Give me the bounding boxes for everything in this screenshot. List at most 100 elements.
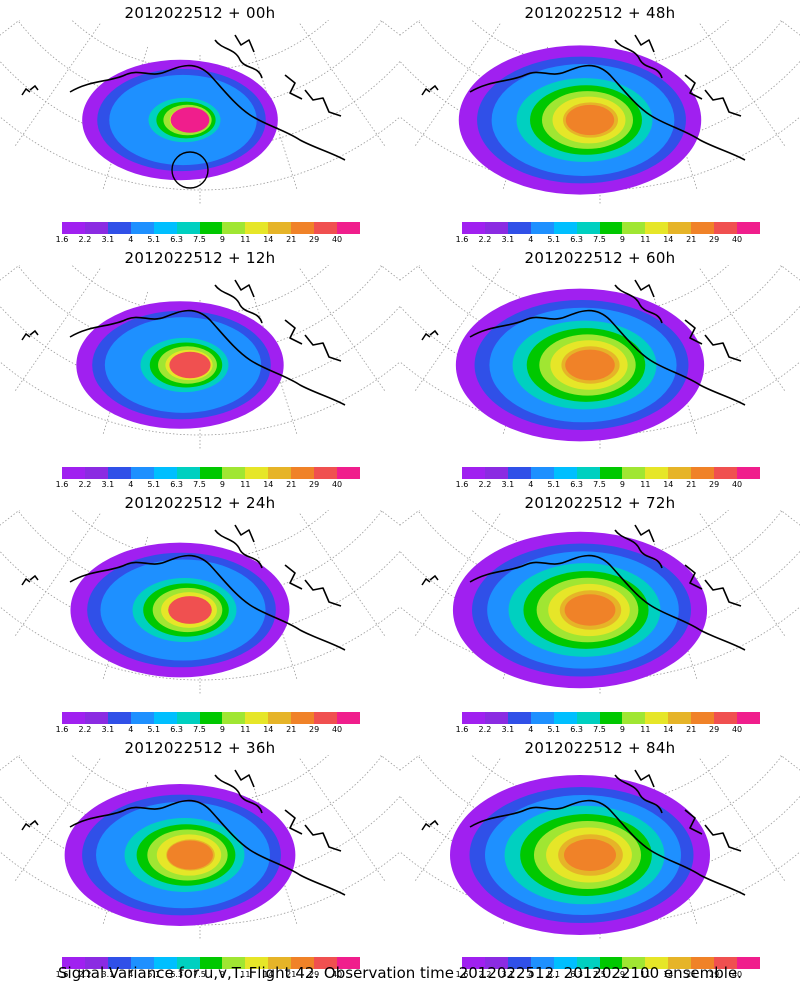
colorbar-segment bbox=[107, 467, 131, 479]
colorbar-segment bbox=[737, 957, 760, 969]
colorbar-segment bbox=[153, 222, 177, 234]
colorbar-label: 29 bbox=[309, 725, 320, 734]
observation-circle bbox=[171, 151, 209, 189]
colorbar-segment bbox=[691, 467, 715, 479]
colorbar-segment bbox=[484, 467, 508, 479]
map-panel: 2012022512 + 72h 1.6 2.2 3.1 4 5.1 6.3 7.5 9 11 14… bbox=[400, 490, 800, 735]
variance-field bbox=[82, 59, 278, 181]
colorbar-segment bbox=[668, 467, 692, 479]
panel-title: 2012022512 + 00h bbox=[124, 4, 276, 22]
colorbar-segment bbox=[62, 467, 85, 479]
colorbar-label: 5.1 bbox=[547, 725, 561, 734]
colorbar-segment bbox=[737, 222, 760, 234]
coastline bbox=[469, 279, 746, 406]
map-panel: 2012022512 + 36h 1.6 2.2 3.1 4 5.1 6.3 7.5 9 11 14… bbox=[0, 735, 400, 980]
colorbar-segment bbox=[553, 222, 577, 234]
colorbar-segment bbox=[530, 712, 554, 724]
colorbar-label: 5.1 bbox=[147, 970, 161, 979]
colorbar bbox=[62, 712, 360, 724]
colorbar-segment bbox=[107, 957, 131, 969]
colorbar-label: 14 bbox=[263, 235, 274, 244]
colorbar-segment bbox=[176, 222, 200, 234]
colorbar-label: 4 bbox=[528, 480, 534, 489]
colorbar-labels: 1.6 2.2 3.1 4 5.1 6.3 7.5 9 11 14 21 29 40 bbox=[56, 725, 360, 737]
colorbar-segment bbox=[337, 222, 360, 234]
polar-map bbox=[0, 755, 400, 940]
colorbar-segment bbox=[84, 467, 108, 479]
colorbar-segment bbox=[268, 712, 292, 724]
colorbar-segment bbox=[153, 957, 177, 969]
colorbar-label: 21 bbox=[686, 725, 697, 734]
colorbar-segment bbox=[622, 712, 646, 724]
colorbar-segment bbox=[291, 222, 315, 234]
colorbar-segment bbox=[645, 957, 669, 969]
colorbar-segment bbox=[668, 712, 692, 724]
coastline-islands bbox=[421, 574, 439, 586]
colorbar-segment bbox=[84, 957, 108, 969]
colorbar-label: 6.3 bbox=[170, 725, 183, 734]
colorbar-segment bbox=[737, 712, 760, 724]
polar-map bbox=[0, 510, 400, 695]
colorbar-label: 5.1 bbox=[147, 480, 161, 489]
colorbar-segment bbox=[576, 467, 600, 479]
colorbar-label: 6.3 bbox=[170, 480, 183, 489]
colorbar-labels: 1.6 2.2 3.1 4 5.1 6.3 7.5 9 11 14 21 29 40 bbox=[456, 970, 760, 982]
colorbar-label: 14 bbox=[663, 725, 674, 734]
colorbar-segment bbox=[291, 467, 315, 479]
colorbar-label: 21 bbox=[286, 480, 297, 489]
colorbar-label: 9 bbox=[619, 970, 625, 979]
figure-caption: Signal Variance for u,v,T. Flight 42. Ob… bbox=[58, 964, 742, 982]
colorbar-segment bbox=[245, 712, 269, 724]
colorbar-label: 6.3 bbox=[170, 970, 183, 979]
panel-title: 2012022512 + 36h bbox=[124, 739, 276, 757]
map-panel: 2012022512 + 00h 1.6 2.2 3.1 4 5.1 6.3 7.5 9 11 14… bbox=[0, 0, 400, 245]
colorbar-segment bbox=[622, 957, 646, 969]
colorbar-segment bbox=[553, 712, 577, 724]
colorbar-label: 40 bbox=[731, 725, 743, 734]
colorbar-segment bbox=[337, 712, 360, 724]
colorbar-label: 2.2 bbox=[78, 480, 92, 489]
colorbar-label: 1.6 bbox=[55, 235, 69, 244]
colorbar-labels: 1.6 2.2 3.1 4 5.1 6.3 7.5 9 11 14 21 29 40 bbox=[456, 235, 760, 247]
coastline bbox=[69, 279, 346, 406]
colorbar-label: 7.5 bbox=[193, 235, 206, 244]
colorbar-label: 11 bbox=[640, 970, 651, 979]
colorbar-segment bbox=[530, 222, 554, 234]
colorbar-label: 21 bbox=[686, 970, 697, 979]
polar-map bbox=[0, 265, 400, 450]
colorbar-label: 29 bbox=[709, 480, 720, 489]
colorbar-label: 6.3 bbox=[570, 970, 583, 979]
coastline-islands bbox=[421, 819, 439, 831]
colorbar-label: 40 bbox=[331, 480, 343, 489]
colorbar-label: 6.3 bbox=[570, 725, 583, 734]
coastline-islands bbox=[21, 84, 39, 96]
colorbar-segment bbox=[199, 712, 223, 724]
colorbar-label: 1.6 bbox=[455, 970, 469, 979]
coastline-islands bbox=[21, 574, 39, 586]
colorbar-segment bbox=[714, 467, 738, 479]
colorbar-segment bbox=[268, 957, 292, 969]
map-panel: 2012022512 + 60h 1.6 2.2 3.1 4 5.1 6.3 7.5 9 11 14… bbox=[400, 245, 800, 490]
colorbar bbox=[62, 467, 360, 479]
colorbar-segment bbox=[530, 467, 554, 479]
colorbar-label: 6.3 bbox=[170, 235, 183, 244]
colorbar-label: 11 bbox=[240, 725, 251, 734]
colorbar-segment bbox=[62, 957, 85, 969]
colorbar-label: 21 bbox=[686, 480, 697, 489]
colorbar-labels: 1.6 2.2 3.1 4 5.1 6.3 7.5 9 11 14 21 29 40 bbox=[56, 970, 360, 982]
colorbar-label: 14 bbox=[263, 725, 274, 734]
colorbar-segment bbox=[199, 957, 223, 969]
colorbar-label: 40 bbox=[731, 970, 743, 979]
colorbar-segment bbox=[668, 957, 692, 969]
colorbar-label: 21 bbox=[286, 235, 297, 244]
colorbar-label: 2.2 bbox=[78, 725, 92, 734]
colorbar-segment bbox=[176, 957, 200, 969]
colorbar-segment bbox=[484, 222, 508, 234]
colorbar-label: 3.1 bbox=[501, 480, 515, 489]
colorbar-labels: 1.6 2.2 3.1 4 5.1 6.3 7.5 9 11 14 21 29 40 bbox=[456, 725, 760, 737]
colorbar-segment bbox=[462, 467, 485, 479]
colorbar-label: 9 bbox=[219, 970, 225, 979]
colorbar bbox=[62, 957, 360, 969]
polar-map bbox=[400, 20, 800, 205]
colorbar-segment bbox=[576, 957, 600, 969]
